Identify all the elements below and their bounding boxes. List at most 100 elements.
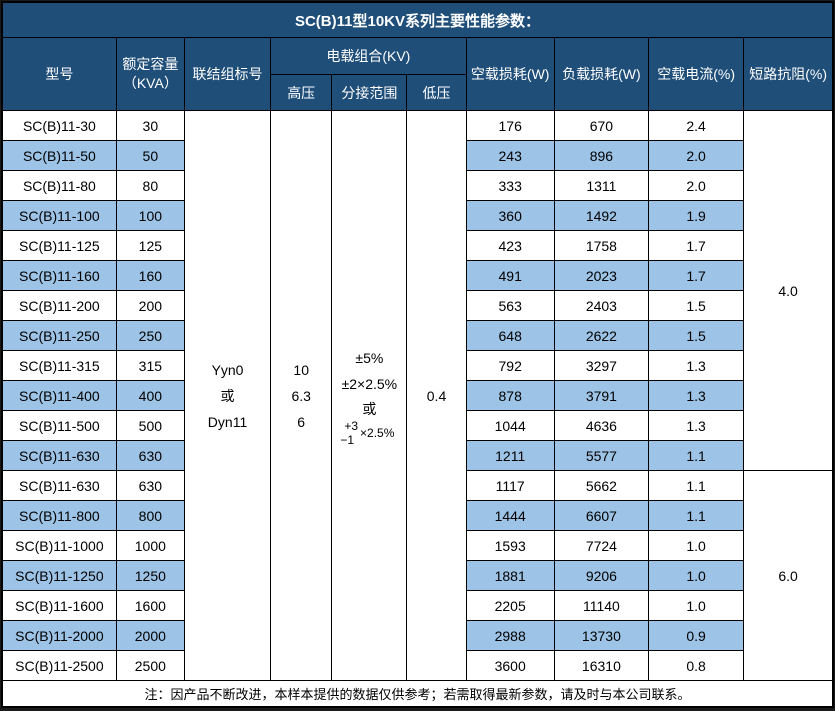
cell-load-loss: 3297 bbox=[553, 350, 650, 381]
cell-no-load-current: 1.1 bbox=[647, 470, 745, 501]
cell-no-load-loss: 2988 bbox=[465, 620, 555, 651]
cell-no-load-loss: 491 bbox=[465, 260, 555, 291]
cell-connection-group: Yyn0 或 Dyn11 bbox=[183, 110, 272, 681]
table-row: SC(B)11-800 800 1444 6607 1.1 bbox=[1, 500, 833, 531]
connection-line2: 或 bbox=[220, 387, 235, 404]
cell-impedance-group1: 4.0 bbox=[743, 110, 834, 471]
cell-load-loss: 9206 bbox=[553, 560, 650, 591]
table-row: SC(B)11-160 160 491 2023 1.7 bbox=[1, 260, 833, 291]
cell-load-loss: 2622 bbox=[553, 320, 650, 351]
cell-no-load-loss: 243 bbox=[465, 140, 555, 171]
cell-kva: 630 bbox=[115, 440, 185, 471]
cell-load-loss: 11140 bbox=[553, 590, 650, 621]
cell-no-load-current: 1.1 bbox=[647, 440, 745, 471]
col-header-capacity: 额定容量 （KVA） bbox=[115, 37, 185, 111]
cell-no-load-current: 1.9 bbox=[647, 200, 745, 231]
cell-kva: 1600 bbox=[115, 590, 185, 621]
table-row: SC(B)11-100 100 360 1492 1.9 bbox=[1, 200, 833, 231]
cell-load-loss: 4636 bbox=[553, 410, 650, 441]
table-row: SC(B)11-200 200 563 2403 1.5 bbox=[1, 290, 833, 321]
cell-model: SC(B)11-630 bbox=[1, 470, 117, 501]
cell-load-loss: 5662 bbox=[553, 470, 650, 501]
cell-load-loss: 6607 bbox=[553, 500, 650, 531]
cell-no-load-current: 0.8 bbox=[647, 650, 745, 681]
cell-no-load-current: 1.3 bbox=[647, 350, 745, 381]
cell-model: SC(B)11-315 bbox=[1, 350, 117, 381]
col-header-impedance: 短路抗阻(%) bbox=[743, 37, 834, 111]
cell-kva: 500 bbox=[115, 410, 185, 441]
cell-kva: 160 bbox=[115, 260, 185, 291]
tap-fraction-top: +3 bbox=[344, 418, 359, 433]
cell-load-loss: 896 bbox=[553, 140, 650, 171]
hv-line2: 6.3 bbox=[291, 387, 311, 404]
cell-no-load-current: 1.0 bbox=[647, 560, 745, 591]
col-header-load-loss: 负载损耗(W) bbox=[553, 37, 650, 111]
cell-load-loss: 2403 bbox=[553, 290, 650, 321]
cell-high-voltage: 10 6.3 6 bbox=[270, 110, 333, 681]
table-row: SC(B)11-500 500 1044 4636 1.3 bbox=[1, 410, 833, 441]
cell-impedance-group2: 6.0 bbox=[743, 470, 834, 681]
tap-line2: ±2×2.5% bbox=[341, 375, 398, 392]
connection-line3: Dyn11 bbox=[207, 413, 248, 430]
cell-no-load-current: 1.1 bbox=[647, 500, 745, 531]
cell-no-load-current: 2.0 bbox=[647, 140, 745, 171]
header-row-top: 型号 额定容量 （KVA） 联结组标号 电载组合(KV) 空载损耗(W) 负载损… bbox=[1, 37, 834, 111]
cell-no-load-loss: 360 bbox=[465, 200, 555, 231]
col-header-voltage-combo: 电载组合(KV) bbox=[270, 37, 467, 75]
cell-no-load-current: 1.3 bbox=[647, 410, 745, 441]
cell-load-loss: 13730 bbox=[553, 620, 650, 651]
cell-no-load-loss: 563 bbox=[465, 290, 555, 321]
cell-kva: 2500 bbox=[115, 650, 185, 681]
cell-no-load-loss: 1117 bbox=[465, 470, 555, 501]
cell-no-load-current: 1.7 bbox=[647, 230, 745, 261]
cell-low-voltage: 0.4 bbox=[406, 110, 467, 681]
table-row: SC(B)11-1600 1600 2205 11140 1.0 bbox=[1, 590, 833, 621]
cell-no-load-current: 2.4 bbox=[647, 110, 745, 141]
table-row: SC(B)11-80 80 333 1311 2.0 bbox=[1, 170, 833, 201]
cell-kva: 100 bbox=[115, 200, 185, 231]
cell-model: SC(B)11-400 bbox=[1, 380, 117, 411]
cell-model: SC(B)11-1250 bbox=[1, 560, 117, 591]
cell-kva: 2000 bbox=[115, 620, 185, 651]
cell-no-load-loss: 2205 bbox=[465, 590, 555, 621]
cell-kva: 200 bbox=[115, 290, 185, 321]
cell-load-loss: 670 bbox=[553, 110, 650, 141]
cell-kva: 80 bbox=[115, 170, 185, 201]
cell-kva: 1000 bbox=[115, 530, 185, 561]
table-row: SC(B)11-2500 2500 3600 16310 0.8 bbox=[1, 650, 833, 681]
cell-kva: 315 bbox=[115, 350, 185, 381]
cell-no-load-loss: 1881 bbox=[465, 560, 555, 591]
table-row: SC(B)11-50 50 243 896 2.0 bbox=[1, 140, 833, 171]
cell-kva: 50 bbox=[115, 140, 185, 171]
table-row: SC(B)11-250 250 648 2622 1.5 bbox=[1, 320, 833, 351]
capacity-label-line2: （KVA） bbox=[122, 75, 178, 91]
page-title: SC(B)11型10KV系列主要性能参数： bbox=[1, 1, 834, 38]
cell-model: SC(B)11-1000 bbox=[1, 530, 117, 561]
tap-fraction-suffix: ×2.5% bbox=[360, 425, 395, 440]
cell-model: SC(B)11-1600 bbox=[1, 590, 117, 621]
cell-load-loss: 3791 bbox=[553, 380, 650, 411]
cell-no-load-loss: 1444 bbox=[465, 500, 555, 531]
cell-kva: 630 bbox=[115, 470, 185, 501]
cell-no-load-loss: 176 bbox=[465, 110, 555, 141]
col-header-low-voltage: 低压 bbox=[406, 74, 467, 111]
cell-model: SC(B)11-200 bbox=[1, 290, 117, 321]
table-row: SC(B)11-30 30 Yyn0 或 Dyn11 10 6.3 6 ±5% … bbox=[1, 110, 834, 681]
footer-note: 注：因产品不断改进，本样本提供的数据仅供参考；若需取得最新参数，请及时与本公司联… bbox=[1, 680, 834, 708]
cell-no-load-current: 1.3 bbox=[647, 380, 745, 411]
tap-line1: ±5% bbox=[355, 349, 384, 366]
cell-tap-range: ±5% ±2×2.5% 或 +3 −1 ×2.5% bbox=[331, 110, 408, 681]
cell-no-load-current: 1.5 bbox=[647, 290, 745, 321]
col-header-no-load-loss: 空载损耗(W) bbox=[465, 37, 555, 111]
col-header-tap-range: 分接范围 bbox=[331, 74, 408, 111]
col-header-no-load-current: 空载电流(%) bbox=[647, 37, 745, 111]
cell-no-load-current: 2.0 bbox=[647, 170, 745, 201]
cell-load-loss: 1492 bbox=[553, 200, 650, 231]
cell-model: SC(B)11-30 bbox=[1, 110, 117, 141]
cell-kva: 1250 bbox=[115, 560, 185, 591]
cell-model: SC(B)11-2500 bbox=[1, 650, 117, 681]
cell-no-load-loss: 1044 bbox=[465, 410, 555, 441]
cell-model: SC(B)11-80 bbox=[1, 170, 117, 201]
